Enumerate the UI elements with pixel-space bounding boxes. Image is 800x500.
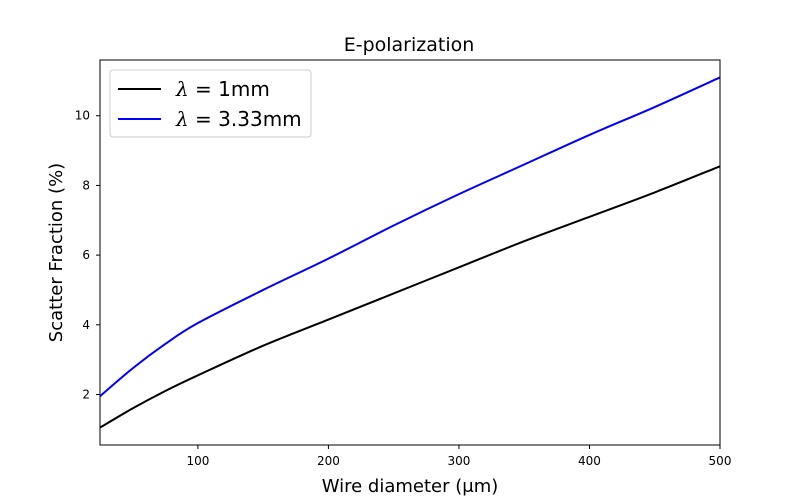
series-line-1 [99,165,721,429]
legend: λ = 1mm λ = 3.33mm [109,69,312,138]
x-tick-label: 300 [447,454,470,468]
x-tick-label: 100 [186,454,209,468]
ticks-layer: 100 200 300 400 500 2 4 6 8 10 [75,109,732,468]
legend-label-1: λ = 1mm [175,77,270,101]
y-tick-label: 4 [82,318,90,332]
series-line-2 [99,76,721,397]
series-layer [99,76,721,429]
x-axis-title: Wire diameter (μm) [322,476,499,497]
legend-box [109,69,312,138]
x-tick-label: 400 [578,454,601,468]
x-tick-label: 500 [709,454,732,468]
legend-label-2: λ = 3.33mm [175,107,302,131]
chart-title: E-polarization [344,34,475,56]
y-tick-label: 2 [82,387,90,401]
y-tick-label: 8 [82,178,90,192]
legend-items: λ = 1mm λ = 3.33mm [118,77,302,131]
y-axis-title: Scatter Fraction (%) [46,163,67,342]
y-tick-label: 10 [75,109,90,123]
y-tick-label: 6 [82,248,90,262]
x-tick-label: 200 [317,454,340,468]
plot-frame [99,59,721,446]
